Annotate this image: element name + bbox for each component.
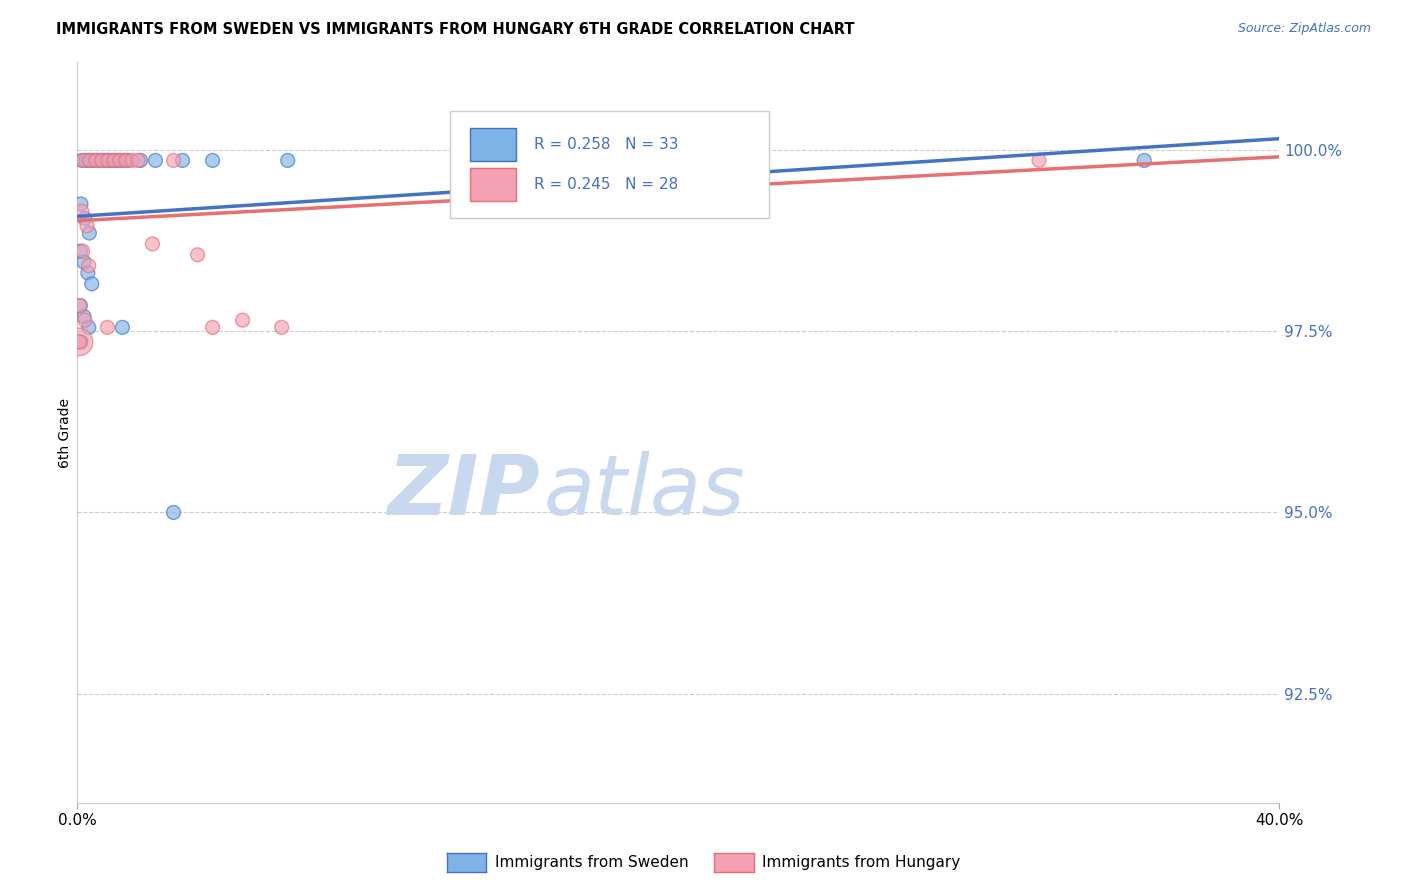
Point: [76, 219, 98, 233]
Text: R = 0.245   N = 28: R = 0.245 N = 28: [534, 178, 678, 192]
Point: [97, 153, 120, 168]
Point: [69, 244, 91, 259]
Point: [79, 226, 101, 240]
Point: [70, 204, 93, 219]
Point: [80, 277, 103, 291]
Point: [1028, 153, 1050, 168]
Point: [232, 313, 254, 327]
FancyBboxPatch shape: [450, 111, 769, 218]
Point: [70, 153, 93, 168]
Point: [145, 153, 167, 168]
Point: [93, 153, 115, 168]
Text: Source: ZipAtlas.com: Source: ZipAtlas.com: [1237, 22, 1371, 36]
Bar: [471, 169, 516, 201]
Point: [82, 153, 104, 168]
Point: [73, 255, 96, 269]
Text: R = 0.258   N = 33: R = 0.258 N = 33: [534, 137, 679, 153]
Y-axis label: 6th Grade: 6th Grade: [58, 398, 72, 467]
Point: [70, 197, 93, 211]
Point: [70, 334, 93, 349]
Point: [682, 153, 704, 168]
Text: Immigrants from Sweden: Immigrants from Sweden: [495, 855, 689, 870]
Point: [67, 334, 90, 349]
Point: [79, 153, 101, 168]
Point: [79, 153, 101, 168]
Point: [84, 153, 107, 168]
Point: [96, 320, 118, 334]
Point: [129, 153, 152, 168]
Point: [90, 153, 112, 168]
Point: [75, 153, 97, 168]
Bar: [471, 128, 516, 161]
Point: [201, 320, 224, 334]
Point: [682, 153, 704, 168]
Point: [111, 320, 134, 334]
Point: [69, 334, 91, 349]
Point: [108, 153, 131, 168]
Point: [77, 259, 100, 273]
Point: [103, 153, 125, 168]
Point: [73, 211, 96, 226]
Point: [108, 153, 131, 168]
Point: [91, 153, 114, 168]
Point: [72, 153, 94, 168]
Point: [187, 248, 209, 262]
Text: IMMIGRANTS FROM SWEDEN VS IMMIGRANTS FROM HUNGARY 6TH GRADE CORRELATION CHART: IMMIGRANTS FROM SWEDEN VS IMMIGRANTS FRO…: [56, 22, 855, 37]
Point: [67, 334, 90, 349]
Point: [277, 153, 299, 168]
Point: [73, 310, 96, 324]
Point: [115, 153, 138, 168]
Point: [270, 320, 292, 334]
Point: [112, 153, 135, 168]
Text: Immigrants from Hungary: Immigrants from Hungary: [762, 855, 960, 870]
Point: [172, 153, 194, 168]
Point: [72, 244, 94, 259]
Point: [162, 153, 184, 168]
Text: atlas: atlas: [544, 451, 745, 533]
Point: [117, 153, 139, 168]
Point: [101, 153, 124, 168]
Point: [77, 320, 100, 334]
Point: [162, 506, 184, 520]
Point: [97, 153, 120, 168]
Point: [141, 236, 163, 251]
Point: [104, 153, 127, 168]
Point: [86, 153, 108, 168]
Point: [69, 299, 91, 313]
Point: [76, 266, 98, 280]
Point: [73, 313, 96, 327]
Text: ZIP: ZIP: [388, 451, 540, 533]
Point: [69, 299, 91, 313]
Point: [121, 153, 143, 168]
Point: [1133, 153, 1156, 168]
Point: [201, 153, 224, 168]
Point: [127, 153, 149, 168]
